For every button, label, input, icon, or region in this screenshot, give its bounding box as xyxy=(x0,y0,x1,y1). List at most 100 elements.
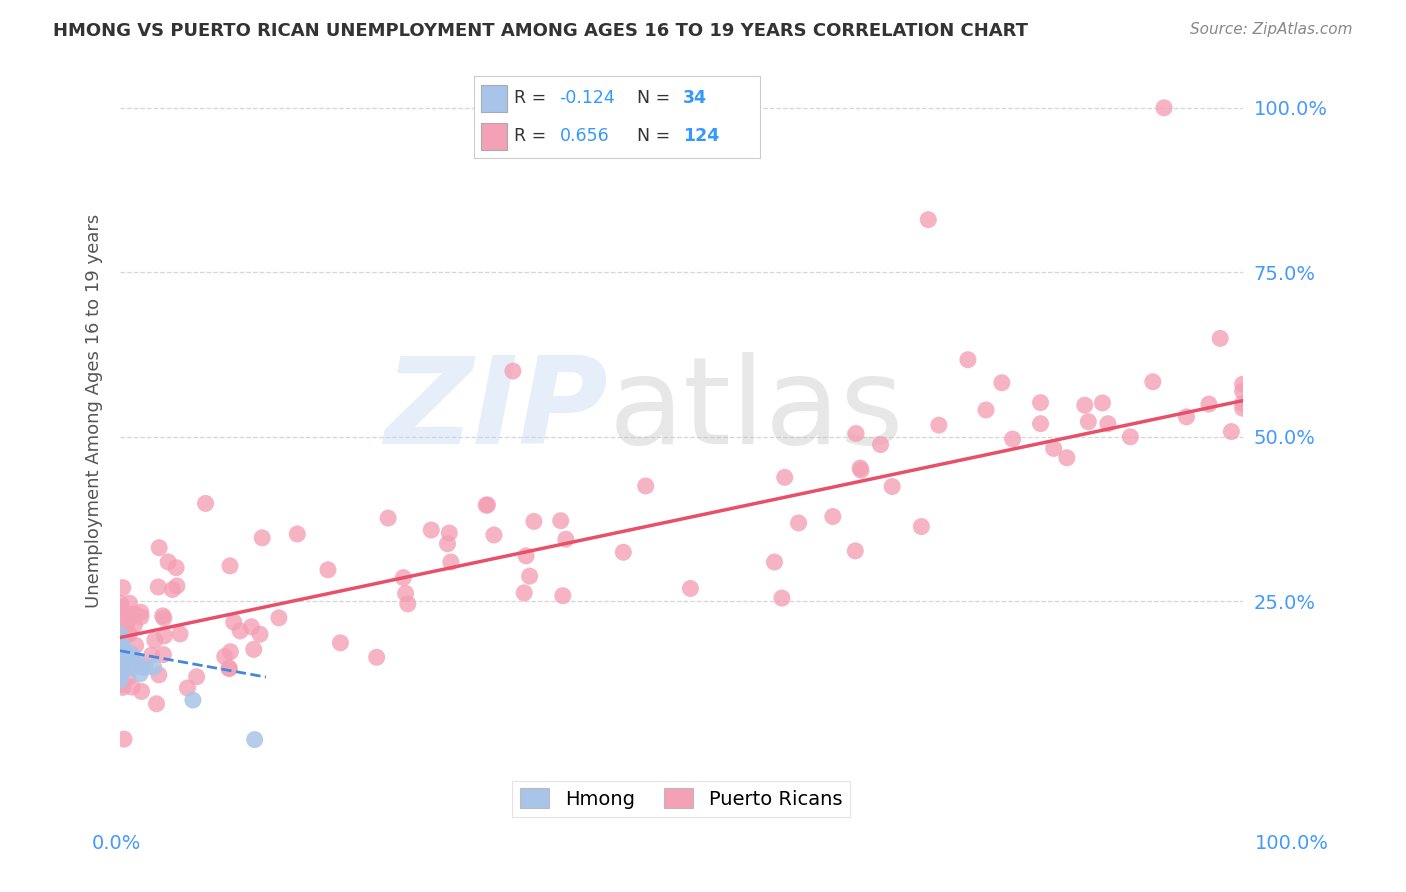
Text: HMONG VS PUERTO RICAN UNEMPLOYMENT AMONG AGES 16 TO 19 YEARS CORRELATION CHART: HMONG VS PUERTO RICAN UNEMPLOYMENT AMONG… xyxy=(53,22,1028,40)
Point xyxy=(329,636,352,650)
Point xyxy=(515,549,537,563)
Point xyxy=(849,463,872,477)
Point xyxy=(1077,415,1099,429)
Point xyxy=(108,654,131,668)
Point xyxy=(148,580,170,594)
Point xyxy=(114,647,136,661)
Point xyxy=(176,681,198,695)
Point xyxy=(148,668,170,682)
Point xyxy=(166,579,188,593)
Point xyxy=(240,620,263,634)
Point xyxy=(114,660,136,674)
Point xyxy=(882,479,904,493)
Point xyxy=(1073,398,1095,412)
Point xyxy=(910,519,932,533)
Point xyxy=(396,597,419,611)
Point xyxy=(114,626,136,640)
Point xyxy=(129,666,152,681)
Point xyxy=(117,654,139,668)
Point xyxy=(550,514,572,528)
Point xyxy=(118,660,141,674)
Point xyxy=(120,647,142,661)
Text: 100.0%: 100.0% xyxy=(1254,834,1329,853)
Point xyxy=(392,571,415,585)
Point xyxy=(377,511,399,525)
Point xyxy=(157,555,180,569)
Point xyxy=(120,607,142,622)
Point xyxy=(112,606,135,620)
Point xyxy=(111,660,134,674)
Point xyxy=(991,376,1014,390)
Text: ZIP: ZIP xyxy=(385,352,609,469)
Point xyxy=(222,615,245,629)
Point xyxy=(165,560,187,574)
Point xyxy=(502,364,524,378)
Point xyxy=(477,498,499,512)
Point xyxy=(108,633,131,648)
Point xyxy=(108,673,131,688)
Point xyxy=(787,516,810,530)
Point xyxy=(1097,417,1119,431)
Point xyxy=(219,558,242,573)
Point xyxy=(440,555,463,569)
Point xyxy=(218,661,240,675)
Point xyxy=(770,591,793,605)
Point xyxy=(129,659,152,673)
Point xyxy=(1142,375,1164,389)
Point xyxy=(129,605,152,619)
Point xyxy=(153,629,176,643)
Point xyxy=(773,470,796,484)
Point xyxy=(482,528,505,542)
Point xyxy=(152,608,174,623)
Point xyxy=(1042,442,1064,456)
Point xyxy=(420,523,443,537)
Point xyxy=(117,671,139,685)
Point xyxy=(1029,417,1052,431)
Point xyxy=(1091,396,1114,410)
Point xyxy=(115,654,138,668)
Point xyxy=(1119,430,1142,444)
Point xyxy=(1198,397,1220,411)
Point xyxy=(111,681,134,695)
Point xyxy=(120,654,142,668)
Point xyxy=(267,611,290,625)
Point xyxy=(1232,401,1254,416)
Point xyxy=(112,732,135,747)
Point xyxy=(1056,450,1078,465)
Point xyxy=(169,627,191,641)
Point xyxy=(142,660,165,674)
Point xyxy=(121,680,143,694)
Point xyxy=(844,544,866,558)
Point xyxy=(513,586,536,600)
Text: 0.0%: 0.0% xyxy=(91,834,141,853)
Point xyxy=(1175,409,1198,424)
Point xyxy=(181,693,204,707)
Point xyxy=(162,582,184,597)
Point xyxy=(110,647,132,661)
Point xyxy=(285,527,308,541)
Point xyxy=(108,666,131,681)
Point xyxy=(186,670,208,684)
Point xyxy=(316,563,339,577)
Point xyxy=(118,627,141,641)
Point xyxy=(1029,395,1052,409)
Point xyxy=(124,618,146,632)
Point xyxy=(114,649,136,664)
Point xyxy=(849,461,872,475)
Point xyxy=(108,647,131,661)
Point xyxy=(131,684,153,698)
Point xyxy=(845,426,868,441)
Point xyxy=(194,496,217,510)
Point xyxy=(108,627,131,641)
Point xyxy=(125,639,148,653)
Point xyxy=(143,633,166,648)
Point xyxy=(134,660,156,674)
Point xyxy=(229,624,252,638)
Point xyxy=(1209,331,1232,345)
Point xyxy=(141,648,163,662)
Point xyxy=(219,645,242,659)
Point xyxy=(242,642,264,657)
Point xyxy=(122,649,145,664)
Point xyxy=(1232,377,1254,392)
Point xyxy=(250,531,273,545)
